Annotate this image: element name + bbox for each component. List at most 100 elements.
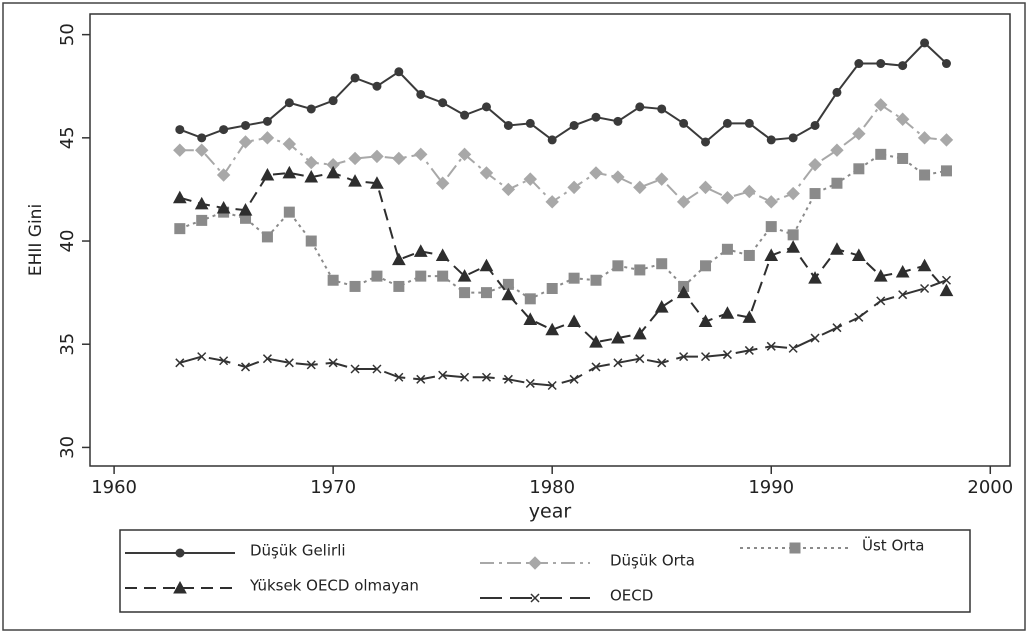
marker — [481, 372, 492, 382]
marker — [415, 270, 427, 282]
marker — [568, 272, 580, 284]
marker — [460, 110, 470, 120]
marker — [545, 195, 559, 209]
marker — [876, 59, 886, 69]
marker — [832, 87, 842, 97]
marker — [479, 258, 494, 272]
marker — [676, 285, 691, 299]
marker — [743, 249, 755, 261]
marker — [611, 330, 625, 344]
marker — [479, 166, 494, 180]
marker — [173, 143, 187, 157]
marker — [437, 270, 449, 282]
marker — [524, 293, 536, 305]
marker — [196, 214, 208, 226]
marker — [720, 306, 735, 319]
marker — [941, 275, 952, 285]
marker — [197, 352, 207, 362]
marker — [480, 287, 492, 299]
marker — [567, 314, 581, 328]
marker — [898, 61, 908, 71]
marker — [722, 350, 732, 360]
marker — [765, 221, 777, 233]
marker — [327, 274, 339, 286]
marker — [654, 300, 669, 313]
marker — [939, 133, 954, 147]
marker — [262, 354, 272, 364]
y-tick-label: 40 — [57, 230, 78, 253]
marker — [481, 102, 491, 112]
marker — [260, 167, 275, 181]
marker — [219, 356, 229, 366]
marker — [786, 186, 800, 201]
marker — [503, 374, 513, 384]
marker — [700, 260, 712, 272]
marker — [501, 287, 516, 301]
marker — [920, 38, 930, 48]
marker — [873, 269, 888, 282]
marker — [262, 116, 272, 126]
marker — [545, 322, 560, 336]
marker — [569, 374, 579, 384]
marker — [238, 203, 253, 216]
marker — [283, 206, 295, 218]
marker — [284, 358, 294, 368]
marker — [523, 312, 538, 325]
marker — [457, 269, 472, 282]
marker — [612, 260, 624, 272]
marker — [284, 98, 294, 108]
marker — [394, 372, 404, 382]
legend-marker — [173, 580, 187, 594]
marker — [238, 135, 253, 149]
marker — [941, 59, 951, 69]
marker — [875, 148, 887, 160]
marker — [939, 283, 954, 297]
legend-marker — [528, 556, 542, 570]
legend-label: Düşük Orta — [610, 552, 695, 570]
marker — [457, 147, 472, 162]
marker — [501, 182, 516, 197]
marker — [195, 143, 209, 157]
marker — [920, 283, 930, 294]
marker — [567, 180, 581, 195]
marker — [698, 180, 713, 195]
marker — [547, 135, 557, 145]
marker — [216, 168, 231, 182]
marker — [635, 354, 645, 364]
marker — [348, 174, 362, 187]
marker — [832, 323, 842, 333]
marker — [438, 370, 448, 380]
y-tick-label: 30 — [57, 436, 78, 459]
marker — [679, 352, 689, 362]
marker — [197, 133, 207, 143]
marker — [370, 176, 384, 189]
legend-marker — [789, 542, 801, 554]
marker — [854, 59, 864, 69]
marker — [393, 280, 405, 292]
marker — [917, 258, 932, 272]
marker — [350, 73, 360, 83]
marker — [830, 143, 844, 157]
marker — [744, 118, 754, 128]
marker — [413, 244, 428, 257]
marker — [371, 270, 383, 282]
marker — [808, 271, 822, 284]
marker — [260, 131, 275, 145]
marker — [547, 380, 557, 391]
y-tick-label: 35 — [57, 333, 78, 356]
marker — [788, 133, 798, 143]
marker — [657, 358, 667, 368]
marker — [919, 169, 931, 181]
marker — [525, 118, 535, 128]
marker — [876, 296, 886, 306]
marker — [503, 120, 513, 130]
marker — [328, 96, 338, 106]
legend-marker — [175, 548, 185, 558]
marker — [174, 223, 186, 235]
marker — [304, 170, 319, 183]
marker — [613, 116, 623, 126]
marker — [786, 240, 800, 253]
marker — [569, 120, 579, 130]
marker — [372, 364, 382, 374]
series-line — [179, 171, 948, 344]
